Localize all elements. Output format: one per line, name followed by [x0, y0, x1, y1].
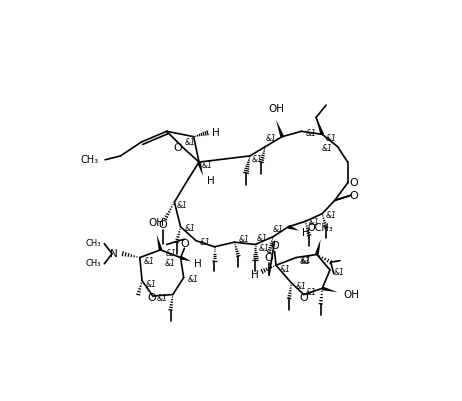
Text: &1: &1 [280, 265, 291, 273]
Text: &1: &1 [166, 249, 177, 258]
Text: CH₃: CH₃ [86, 239, 101, 248]
Text: &1: &1 [306, 288, 317, 297]
Text: H: H [212, 128, 220, 138]
Text: OH: OH [268, 103, 284, 113]
Text: &1: &1 [259, 244, 270, 253]
Text: CH₃: CH₃ [81, 155, 99, 165]
Text: H: H [251, 269, 259, 279]
Text: OH: OH [149, 218, 164, 228]
Text: &1: &1 [164, 259, 175, 268]
Polygon shape [197, 162, 203, 176]
Text: &1: &1 [266, 134, 277, 144]
Text: O: O [349, 191, 358, 201]
Text: &1: &1 [326, 134, 337, 143]
Text: H: H [207, 176, 214, 186]
Text: O: O [265, 253, 274, 263]
Text: &1: &1 [144, 257, 154, 266]
Text: OH: OH [344, 290, 360, 300]
Text: &1: &1 [184, 224, 195, 233]
Text: &1: &1 [334, 268, 345, 277]
Text: O: O [147, 293, 156, 303]
Polygon shape [315, 239, 321, 255]
Text: &1: &1 [176, 201, 188, 211]
Text: &1: &1 [188, 275, 198, 284]
Polygon shape [288, 225, 299, 231]
Text: O: O [173, 143, 182, 153]
Polygon shape [157, 235, 163, 250]
Text: O: O [299, 294, 308, 304]
Text: &1: &1 [184, 138, 195, 147]
Text: &1: &1 [322, 144, 332, 154]
Text: &1: &1 [305, 129, 316, 138]
Text: &1: &1 [238, 235, 249, 244]
Text: O: O [180, 239, 189, 249]
Polygon shape [276, 120, 284, 137]
Text: &1: &1 [309, 219, 320, 227]
Text: &1: &1 [257, 234, 267, 243]
Text: &1: &1 [272, 225, 283, 233]
Text: N: N [110, 249, 118, 259]
Text: &1: &1 [295, 282, 306, 291]
Polygon shape [322, 286, 338, 292]
Text: H: H [302, 228, 310, 238]
Text: &1: &1 [201, 162, 212, 170]
Text: &1: &1 [252, 155, 263, 164]
Text: H: H [195, 259, 202, 269]
Text: O: O [349, 178, 358, 188]
Text: &1: &1 [300, 257, 311, 266]
Text: &1: &1 [301, 256, 311, 265]
Text: O: O [270, 241, 279, 251]
Text: &1: &1 [200, 239, 211, 247]
Text: CH₃: CH₃ [86, 259, 101, 268]
Text: &1: &1 [326, 211, 337, 221]
Polygon shape [316, 117, 324, 135]
Text: O: O [158, 220, 167, 230]
Text: &1: &1 [146, 280, 157, 289]
Text: &1: &1 [157, 294, 168, 303]
Text: OCH₃: OCH₃ [308, 223, 334, 233]
Polygon shape [180, 256, 191, 261]
